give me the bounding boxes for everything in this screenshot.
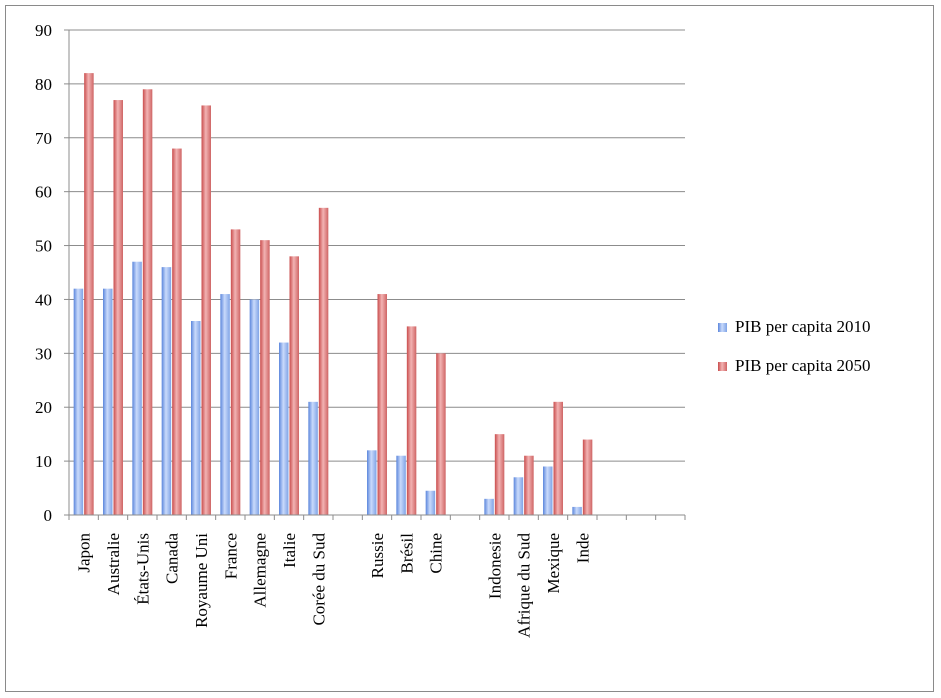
x-tick-label: Australie — [104, 533, 123, 595]
bar-2010 — [396, 455, 406, 515]
x-tick-label: États-Unis — [133, 533, 152, 605]
bar-2010 — [220, 294, 230, 515]
bar-2010 — [103, 288, 113, 515]
bar-2050 — [260, 240, 270, 515]
y-tick-label: 50 — [35, 237, 52, 256]
y-tick-label: 20 — [35, 398, 52, 417]
x-tick-label: Afrique du Sud — [515, 533, 534, 638]
bar-2050 — [406, 326, 417, 515]
legend-swatch — [718, 323, 727, 332]
x-axis-labels: Japon Australie États-Unis Canada Royaume Un… — [75, 533, 593, 638]
bar-2050 — [436, 353, 446, 515]
y-tick-label: 70 — [35, 129, 52, 148]
bar-2010 — [191, 321, 201, 515]
bar-2050 — [84, 73, 94, 515]
bar-2010 — [161, 267, 172, 515]
bar-2010 — [572, 506, 582, 515]
bar-2050 — [142, 89, 153, 516]
x-tick-label: Japon — [75, 533, 94, 573]
axes — [68, 30, 686, 520]
x-tick-label: Canada — [163, 533, 182, 584]
bar-2050 — [289, 256, 299, 515]
legend-label: PIB per capita 2010 — [735, 317, 871, 336]
bar-2050 — [172, 148, 182, 516]
bar-2010 — [279, 342, 289, 515]
bar-2010 — [425, 490, 436, 515]
bar-2050 — [113, 100, 123, 516]
x-tick-label: France — [221, 533, 240, 579]
x-tick-label: Indonesie — [485, 533, 504, 599]
bars — [73, 73, 593, 516]
x-tick-label: Russie — [368, 533, 387, 578]
y-tick-label: 60 — [35, 183, 52, 202]
x-tick-label: Allemagne — [251, 533, 270, 608]
y-tick-label: 10 — [35, 452, 52, 471]
x-tick-label: Chine — [427, 533, 446, 574]
bar-2050 — [377, 294, 387, 515]
x-tick-label: Brésil — [397, 533, 416, 574]
bar-2010 — [132, 261, 142, 515]
bar-2010 — [73, 288, 84, 515]
chart-frame — [5, 5, 934, 692]
x-tick-label: Mexique — [544, 533, 563, 593]
x-tick-label: Royaume Uni — [192, 533, 211, 628]
x-tick-label: Inde — [573, 533, 592, 563]
x-tick-label: Italie — [280, 533, 299, 568]
x-tick-label: Corée du Sud — [309, 533, 328, 626]
bar-2050 — [553, 401, 563, 515]
bar-2050 — [201, 105, 211, 515]
bar-2010 — [513, 477, 524, 515]
y-tick-label: 80 — [35, 75, 52, 94]
y-tick-label: 0 — [44, 506, 53, 525]
legend-swatch — [718, 362, 727, 371]
bar-2010 — [367, 450, 377, 515]
y-tick-label: 30 — [35, 344, 52, 363]
bar-2010 — [308, 401, 318, 515]
bar-2010 — [543, 466, 553, 515]
legend-label: PIB per capita 2050 — [735, 356, 871, 375]
bar-2050 — [524, 455, 534, 515]
bar-2050 — [318, 207, 329, 516]
bar-2050 — [494, 434, 505, 515]
y-tick-label: 90 — [35, 21, 52, 40]
bar-2010 — [249, 299, 260, 515]
legend: PIB per capita 2010 PIB per capita 2050 — [718, 317, 871, 375]
bar-2050 — [230, 229, 241, 515]
bar-2050 — [582, 439, 593, 515]
y-tick-label: 40 — [35, 290, 52, 309]
y-axis-ticks: 0 10 20 30 40 50 60 70 80 90 — [35, 21, 52, 525]
bar-2010 — [484, 498, 494, 515]
